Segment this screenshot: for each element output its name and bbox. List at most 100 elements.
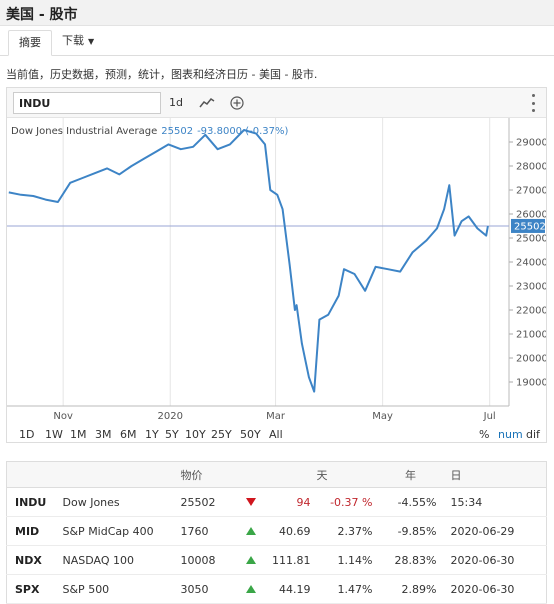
header-change: [266, 461, 317, 488]
y-tick-label: 27000: [516, 186, 546, 197]
row-symbol-link[interactable]: INDU: [15, 495, 47, 509]
row-name: S&P MidCap 400: [62, 516, 181, 546]
current-value-tag: 25502: [511, 218, 546, 233]
kebab-menu-icon[interactable]: [530, 94, 536, 112]
y-tick-label: 28000: [516, 162, 546, 173]
arrow-up-icon: [245, 555, 256, 564]
row-pct: 1.14%: [316, 545, 379, 575]
header-day: 天: [316, 461, 379, 488]
header-arrow: [234, 461, 267, 488]
row-date: 2020-06-30: [442, 574, 547, 604]
row-direction: [234, 545, 267, 575]
row-date: 2020-06-29: [442, 516, 547, 546]
row-pct: 2.37%: [316, 516, 379, 546]
table-row[interactable]: INDU Dow Jones 25502 94 -0.37 % -4.55% 1…: [6, 487, 547, 517]
range-10y[interactable]: 10Y: [185, 428, 206, 441]
page-title: 美国 - 股市: [6, 7, 78, 23]
row-pct: -0.37 %: [316, 487, 379, 517]
x-tick-label: Nov: [53, 411, 73, 422]
row-price: 3050: [180, 574, 235, 604]
range-1y[interactable]: 1Y: [145, 428, 159, 441]
x-tick-label: Mar: [266, 411, 286, 422]
plus-circle-icon[interactable]: [226, 92, 248, 114]
range-1m[interactable]: 1M: [70, 428, 87, 441]
row-pct: 1.47%: [316, 574, 379, 604]
chart-axes: 19000 20000 21000 22000 23000 24000 25000 26000…: [7, 118, 546, 422]
row-change: 40.69: [266, 516, 317, 546]
row-ytd: 28.83%: [378, 545, 443, 575]
line-chart-icon[interactable]: [195, 92, 219, 114]
tab-summary[interactable]: 摘要: [8, 30, 52, 56]
row-symbol[interactable]: NDX: [6, 545, 63, 575]
row-symbol-link[interactable]: NDX: [15, 553, 42, 567]
current-value-tag-label: 25502: [514, 221, 546, 232]
row-price: 10008: [180, 545, 235, 575]
row-direction: [234, 516, 267, 546]
header-price: 物价: [180, 461, 235, 488]
row-ytd: -9.85%: [378, 516, 443, 546]
row-symbol[interactable]: SPX: [6, 574, 63, 604]
header-year: 年: [378, 461, 443, 488]
row-date: 2020-06-30: [442, 545, 547, 575]
range-6m[interactable]: 6M: [120, 428, 137, 441]
range-selector: 1D 1W 1M 3M 6M 1Y 5Y 10Y 25Y 50Y All % n…: [7, 426, 546, 444]
caret-down-icon: ▼: [88, 37, 95, 46]
arrow-down-icon: [245, 497, 256, 506]
y-tick-label: 23000: [516, 282, 546, 293]
row-symbol-link[interactable]: MID: [15, 524, 40, 538]
y-tick-label: 22000: [516, 306, 546, 317]
chart-panel: 1d 19000 20000 21000 22000 23000 24000 25000 26…: [6, 87, 547, 443]
chart-grid: [62, 118, 491, 406]
y-tick-label: 29000: [516, 138, 546, 149]
arrow-up-icon: [245, 526, 256, 535]
row-symbol[interactable]: MID: [6, 516, 63, 546]
y-tick-label: 24000: [516, 258, 546, 269]
chart-toolbar: 1d: [7, 88, 546, 118]
quotes-header-row: 物价 天 年 日: [6, 461, 547, 488]
interval-button[interactable]: 1d: [169, 96, 183, 109]
mode-percent[interactable]: %: [479, 428, 490, 441]
symbol-input[interactable]: [13, 92, 161, 114]
row-ytd: -4.55%: [378, 487, 443, 517]
y-tick-label: 25000: [516, 234, 546, 245]
x-tick-label: Jul: [483, 411, 496, 422]
range-all[interactable]: All: [269, 428, 283, 441]
tab-summary-label: 摘要: [19, 36, 41, 49]
header-date: 日: [442, 461, 547, 488]
row-date: 15:34: [442, 487, 547, 517]
header-name: [62, 461, 181, 488]
range-3m[interactable]: 3M: [95, 428, 112, 441]
range-1d[interactable]: 1D: [19, 428, 35, 441]
y-tick-label: 19000: [516, 378, 546, 389]
row-ytd: 2.89%: [378, 574, 443, 604]
table-row[interactable]: NDX NASDAQ 100 10008 111.81 1.14% 28.83%…: [6, 545, 547, 575]
row-symbol-link[interactable]: SPX: [15, 582, 40, 596]
table-row[interactable]: MID S&P MidCap 400 1760 40.69 2.37% -9.8…: [6, 516, 547, 546]
legend-series-name: Dow Jones Industrial Average: [11, 126, 157, 137]
legend-change: -93.8000 (-0.37%): [197, 126, 288, 137]
quotes-table: 物价 天 年 日 INDU Dow Jones 25502 94 -0.37 %…: [6, 461, 547, 604]
price-chart[interactable]: 19000 20000 21000 22000 23000 24000 25000 26000…: [7, 118, 546, 424]
range-1w[interactable]: 1W: [45, 428, 63, 441]
table-row[interactable]: SPX S&P 500 3050 44.19 1.47% 2.89% 2020-…: [6, 574, 547, 604]
range-50y[interactable]: 50Y: [240, 428, 261, 441]
current-value-tag-box: [511, 218, 545, 233]
header-symbol: [6, 461, 63, 488]
row-change: 94: [266, 487, 317, 517]
range-25y[interactable]: 25Y: [211, 428, 232, 441]
chart-legend: Dow Jones Industrial Average 25502 -93.8…: [11, 126, 288, 137]
row-change: 111.81: [266, 545, 317, 575]
row-direction: [234, 574, 267, 604]
row-change: 44.19: [266, 574, 317, 604]
x-tick-label: May: [372, 411, 393, 422]
range-5y[interactable]: 5Y: [165, 428, 179, 441]
page-description: 当前值，历史数据，预测，统计，图表和经济日历 - 美国 - 股市.: [6, 68, 318, 81]
row-name: Dow Jones: [62, 487, 181, 517]
mode-num[interactable]: num: [498, 428, 523, 441]
tab-bar: 摘要 下载 ▼: [0, 26, 554, 56]
row-price: 1760: [180, 516, 235, 546]
tab-download[interactable]: 下载 ▼: [52, 29, 104, 55]
legend-value: 25502: [161, 126, 193, 137]
mode-dif[interactable]: dif: [526, 428, 540, 441]
row-symbol[interactable]: INDU: [6, 487, 63, 517]
